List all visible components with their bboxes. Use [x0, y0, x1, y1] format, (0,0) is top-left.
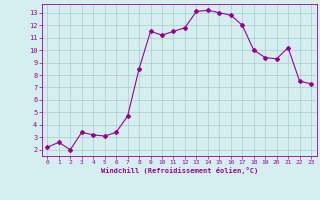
X-axis label: Windchill (Refroidissement éolien,°C): Windchill (Refroidissement éolien,°C) [100, 167, 258, 174]
